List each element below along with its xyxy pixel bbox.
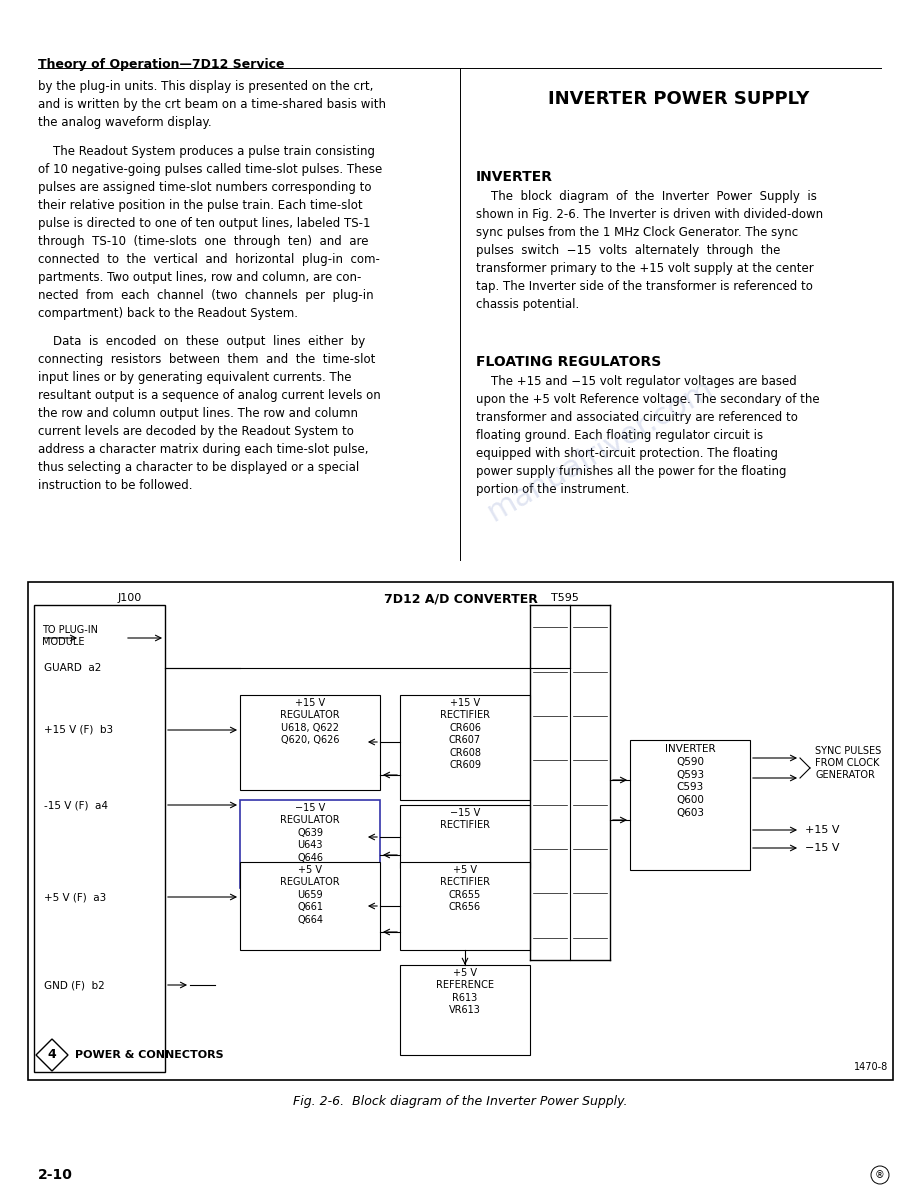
Text: T595: T595 bbox=[551, 593, 579, 603]
Text: INVERTER
Q590
Q593
C593
Q600
Q603: INVERTER Q590 Q593 C593 Q600 Q603 bbox=[664, 745, 715, 818]
Text: J100: J100 bbox=[118, 593, 142, 603]
Text: +5 V
REFERENCE
R613
VR613: +5 V REFERENCE R613 VR613 bbox=[436, 968, 494, 1015]
Text: +5 V
REGULATOR
U659
Q661
Q664: +5 V REGULATOR U659 Q661 Q664 bbox=[280, 865, 340, 924]
Text: Data  is  encoded  on  these  output  lines  either  by
connecting  resistors  b: Data is encoded on these output lines ei… bbox=[38, 335, 380, 492]
Text: −15 V
REGULATOR
Q639
U643
Q646: −15 V REGULATOR Q639 U643 Q646 bbox=[280, 803, 340, 863]
Text: −15 V: −15 V bbox=[805, 843, 839, 853]
Text: The +15 and −15 volt regulator voltages are based
upon the +5 volt Reference vol: The +15 and −15 volt regulator voltages … bbox=[476, 375, 820, 496]
Text: FLOATING REGULATORS: FLOATING REGULATORS bbox=[476, 356, 662, 369]
Bar bbox=[400, 862, 530, 950]
Text: +5 V
RECTIFIER
CR655
CR656: +5 V RECTIFIER CR655 CR656 bbox=[440, 865, 490, 912]
Text: +5 V (F)  a3: +5 V (F) a3 bbox=[44, 892, 107, 903]
Text: The Readout System produces a pulse train consisting
of 10 negative-going pulses: The Readout System produces a pulse trai… bbox=[38, 145, 382, 320]
Text: −15 V
RECTIFIER: −15 V RECTIFIER bbox=[440, 808, 490, 831]
Text: ®: ® bbox=[875, 1169, 885, 1180]
Bar bbox=[240, 862, 380, 950]
Bar bbox=[400, 806, 530, 868]
Text: 2-10: 2-10 bbox=[38, 1168, 73, 1181]
Text: 7D12 A/D CONVERTER: 7D12 A/D CONVERTER bbox=[383, 593, 538, 606]
Text: by the plug-in units. This display is presented on the crt,
and is written by th: by the plug-in units. This display is pr… bbox=[38, 80, 386, 129]
Bar bbox=[630, 740, 750, 870]
Bar bbox=[240, 800, 380, 888]
Text: SYNC PULSES
FROM CLOCK
GENERATOR: SYNC PULSES FROM CLOCK GENERATOR bbox=[815, 746, 881, 780]
Bar bbox=[34, 604, 165, 1073]
Text: GND (F)  b2: GND (F) b2 bbox=[44, 980, 105, 990]
Text: +15 V
RECTIFIER
CR606
CR607
CR608
CR609: +15 V RECTIFIER CR606 CR607 CR608 CR609 bbox=[440, 698, 490, 770]
Text: 4: 4 bbox=[48, 1049, 56, 1062]
Text: +15 V: +15 V bbox=[805, 825, 839, 836]
Bar bbox=[240, 695, 380, 790]
Text: The  block  diagram  of  the  Inverter  Power  Supply  is
shown in Fig. 2-6. The: The block diagram of the Inverter Power … bbox=[476, 190, 823, 311]
Text: INVERTER POWER SUPPLY: INVERTER POWER SUPPLY bbox=[548, 90, 810, 108]
Bar bbox=[400, 695, 530, 800]
Bar bbox=[28, 582, 893, 1080]
Text: Fig. 2-6.  Block diagram of the Inverter Power Supply.: Fig. 2-6. Block diagram of the Inverter … bbox=[293, 1095, 628, 1108]
Text: -15 V (F)  a4: -15 V (F) a4 bbox=[44, 800, 108, 810]
Bar bbox=[400, 965, 530, 1055]
Text: INVERTER: INVERTER bbox=[476, 170, 553, 184]
Text: manualriver.com: manualriver.com bbox=[482, 373, 719, 527]
Text: TO PLUG-IN
MODULE: TO PLUG-IN MODULE bbox=[42, 625, 98, 648]
Text: Theory of Operation—7D12 Service: Theory of Operation—7D12 Service bbox=[38, 57, 285, 71]
Text: +15 V (F)  b3: +15 V (F) b3 bbox=[44, 725, 113, 735]
Text: POWER & CONNECTORS: POWER & CONNECTORS bbox=[75, 1050, 223, 1061]
Text: +15 V
REGULATOR
U618, Q622
Q620, Q626: +15 V REGULATOR U618, Q622 Q620, Q626 bbox=[280, 698, 340, 746]
Text: GUARD  a2: GUARD a2 bbox=[44, 663, 101, 673]
Text: 1470-8: 1470-8 bbox=[854, 1062, 888, 1073]
